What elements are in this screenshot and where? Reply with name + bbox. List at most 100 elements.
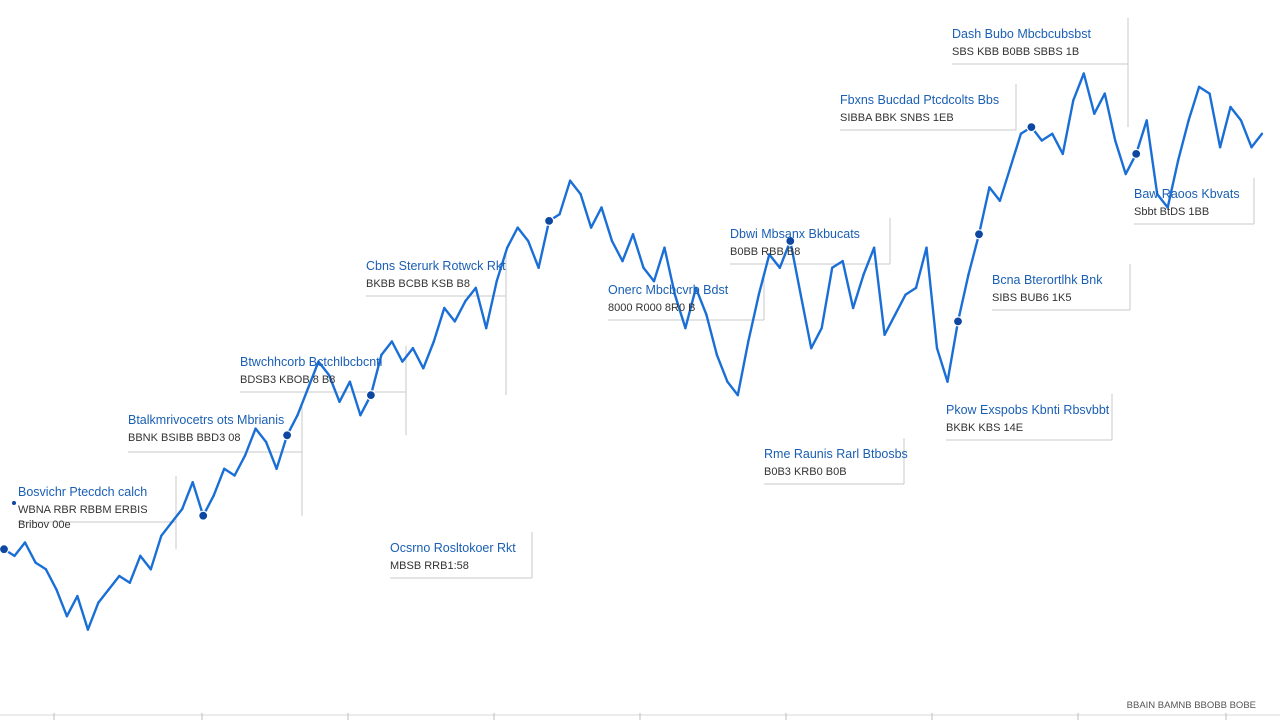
series-line-segment [988,186,1002,203]
event-marker [365,390,376,401]
edge-marker [12,501,16,505]
series-line-segment [1082,72,1096,115]
annotation-title: Pkow Exspobs Kbnti Rbsvbbt [946,403,1110,417]
series-line-segment [851,273,865,310]
annotation-labels: Bosvichr Ptecdch calch WBNA RBR RBBM ERBI… [18,27,1240,572]
series-line-segment [1239,119,1253,149]
series-line-segment [736,340,750,397]
series-line-segment [1155,192,1169,209]
series-line-segment [757,253,771,296]
series-line-segment [317,360,331,377]
series-line-segment [139,554,153,571]
series-line-segment [684,286,698,330]
annotation-title: Baw Raoos Kbvats [1134,187,1240,201]
series-line-segment [264,440,278,470]
series-line-segment [1061,99,1075,156]
event-marker [973,229,985,240]
series-line-segment [107,574,121,591]
annotation-title: Onerc Mbcbcvrb Bdst [608,283,729,297]
series-line-segment [432,306,446,343]
series-line-segment [97,588,111,604]
series-line-segment [1176,119,1190,162]
series-line-segment [306,360,320,390]
series-line-segment [747,293,760,343]
series-line-segment [34,561,48,571]
series-line-segment [914,246,928,290]
series-line-segment [275,434,289,470]
series-line-segment [705,313,719,357]
series-line-segment [527,239,540,269]
annotation-subtitle: BKBK KBS 14E [946,422,1023,434]
event-markers [0,121,1142,555]
series-line-segment [23,541,37,564]
annotation-subtitle: WBNA RBR RBBM ERBIS [18,504,148,516]
series-line-segment [191,481,205,517]
series-line-segment [998,166,1012,203]
series-line-segment [422,340,435,370]
annotation-subtitle-2: Bribov 00e [18,519,71,531]
series-line-segment [935,347,949,383]
series-line-segment [1134,119,1148,156]
source-note: BBAIN BAMNB BBOBB BOBE [1127,700,1256,711]
series-line-segment [348,380,362,417]
series-line-segment [44,568,58,591]
series-line-segment [904,286,918,296]
annotation-subtitle: SIBS BUB6 1K5 [992,292,1072,304]
series-line-segment [568,179,582,196]
annotation-subtitle: B0B3 KRB0 B0B [764,466,847,478]
series-line-segment [925,246,939,350]
series-line-segment [118,574,132,584]
series-line-segment [65,594,79,618]
event-marker [543,215,555,226]
series-line-segment [1051,132,1065,156]
annotation-title: Bosvichr Ptecdch calch [18,485,147,499]
annotation-title: Dash Bubo Mbcbcubsbst [952,27,1091,41]
event-marker [282,430,293,441]
annotation-leaders [18,18,1255,579]
series-line-segment [1218,105,1232,149]
series-line-segment [296,387,310,417]
series-line-segment [1009,132,1023,169]
series-line-segment [55,588,69,618]
event-marker [1131,148,1142,159]
annotation-title: Btwchhcorb Bctchlbcbcnti [240,355,382,369]
series-line-segment [893,293,907,316]
annotation-subtitle: BDSB3 KBOB 8 B8 [240,374,335,386]
series-line-segment [160,521,173,537]
series-line-segment [390,340,404,363]
series-line-segment [128,554,142,584]
series-line-segment [600,206,614,243]
series-line-segment [1250,132,1264,149]
series-line-segment [810,326,823,350]
series-line-segment [537,219,551,269]
series-line-segment [862,246,876,276]
series-line-segment [380,340,394,357]
x-axis [0,713,1280,720]
series-line-segment [1040,132,1054,142]
series-line-segment [485,280,498,330]
annotation-title: Cbns Sterurk Rotwck Rkt [366,259,506,273]
series-line-segment [222,467,236,477]
annotation-title: Rme Raunis Rarl Btbosbs [764,447,908,461]
annotation-subtitle: BBNK BSIBB BBD3 08 [128,432,241,444]
series-line-segment [453,300,467,323]
series-line-segment [589,206,603,229]
series-line-segment [621,233,635,263]
series-line-segment [1166,159,1180,209]
series-line-segment [967,233,981,276]
annotation-subtitle: SIBBA BBK SNBS 1EB [840,112,954,124]
series-line-segment [841,259,855,310]
series-line-segment [327,373,341,403]
series-line-segment [254,427,268,444]
series-line-segment [768,253,781,269]
series-line-segment [13,541,27,558]
series-line-segment [1093,92,1107,115]
series-line-segment [820,266,834,330]
series-line-segment [956,273,970,323]
series-line-segment [579,192,593,229]
annotation-title: Bcna Bterortlhk Bnk [992,273,1103,287]
series-line-segment [946,320,960,383]
series-line-segment [506,226,519,249]
event-marker [0,544,10,555]
annotation-title: Btalkmrivocetrs ots Mbrianis [128,413,284,427]
